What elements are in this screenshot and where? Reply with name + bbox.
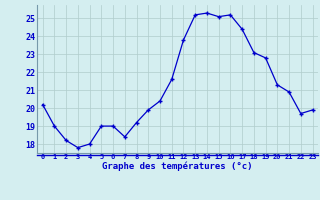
X-axis label: Graphe des températures (°c): Graphe des températures (°c) [102, 162, 253, 171]
